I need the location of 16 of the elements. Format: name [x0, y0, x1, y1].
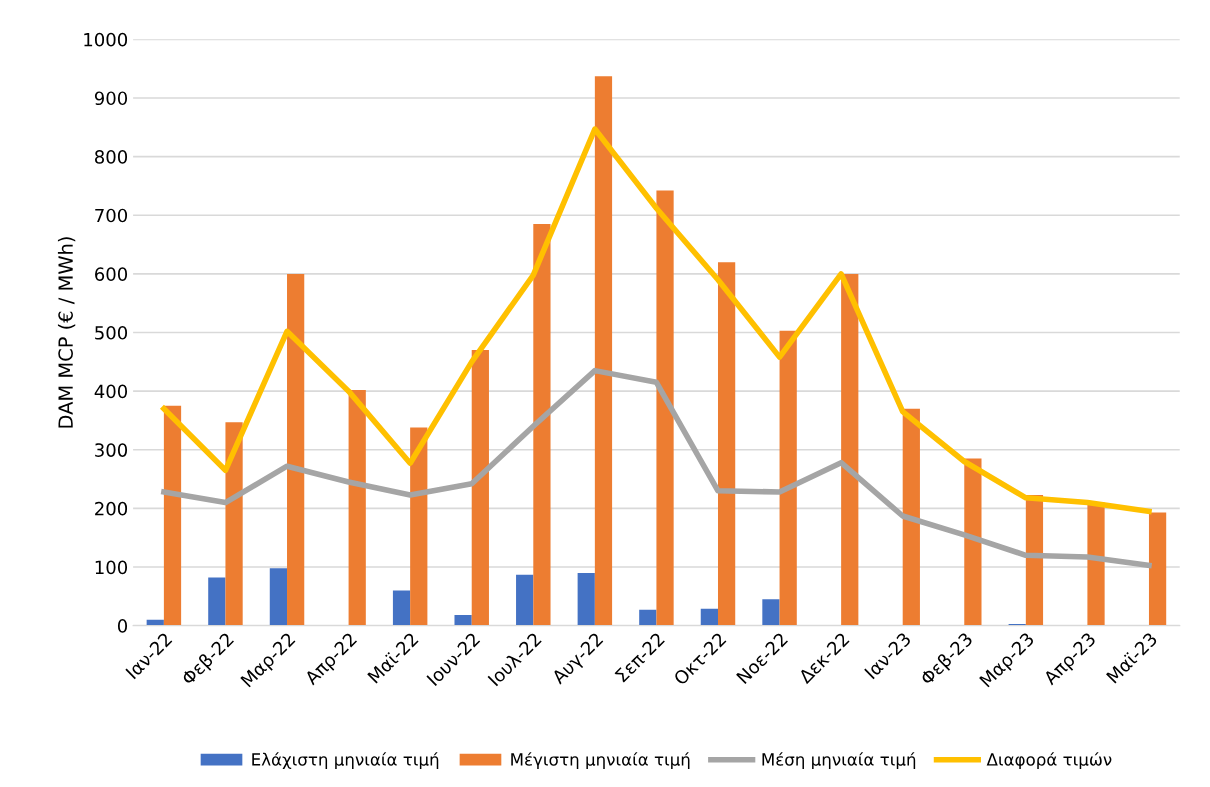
y-tick-label: 300: [95, 443, 128, 457]
y-tick-label: 600: [95, 267, 128, 281]
y-tick-label: 500: [95, 325, 128, 340]
y-tick-label: 100: [95, 560, 128, 575]
y-tick-label: 400: [94, 384, 128, 399]
y-tick-label: 1000: [84, 32, 128, 47]
legend-label: Διαφορά τιμών: [986, 752, 1112, 769]
y-tick-label: 0: [117, 619, 128, 633]
legend-label: Μέση μηνιαία τιμή: [762, 752, 916, 769]
legend-label: Μέγιστη μηνιαία τιμή: [511, 752, 690, 769]
y-tick-label: 200: [95, 501, 128, 516]
y-tick-label: 800: [95, 150, 128, 164]
y-tick-label: 900: [94, 91, 128, 106]
y-axis-title: DAM MCP (€ / MWh): [57, 237, 76, 428]
legend-label: Ελάχιστη μηνιαία τιμή: [252, 752, 439, 769]
y-tick-label: 700: [95, 208, 128, 223]
